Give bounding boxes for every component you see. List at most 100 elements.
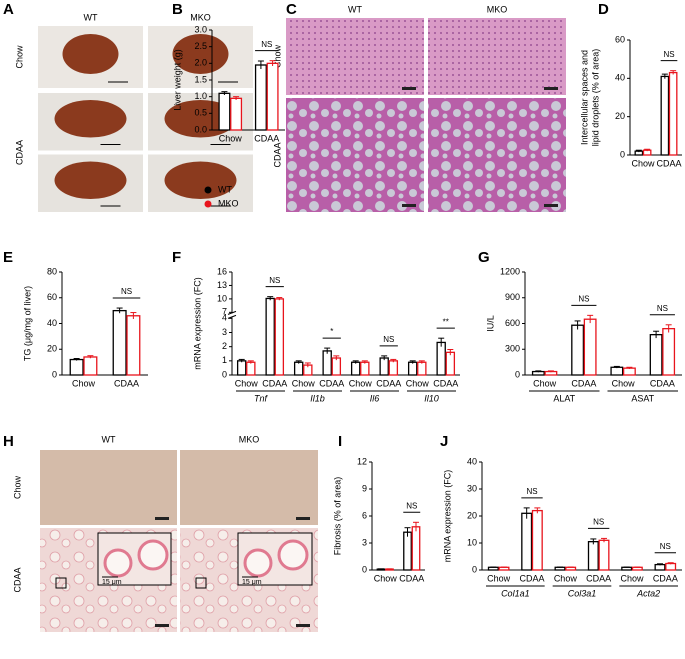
inset-droplet xyxy=(103,548,133,578)
panel-letter: J xyxy=(440,433,448,450)
y-tick-label: 600 xyxy=(505,318,520,328)
row-label: CDAA xyxy=(272,142,282,167)
x-tick-label: CDAA xyxy=(571,378,596,388)
bar xyxy=(69,358,84,376)
group-label: Acta2 xyxy=(636,588,660,598)
x-tick-label: Chow xyxy=(349,378,373,388)
x-tick-label: CDAA xyxy=(650,378,675,388)
significance-label: NS xyxy=(269,276,280,285)
y-tick-label: 80 xyxy=(47,266,57,276)
x-tick-label: Chow xyxy=(72,378,96,388)
bar xyxy=(668,71,678,156)
scale-bar xyxy=(296,517,310,520)
scale-bar xyxy=(296,624,310,627)
bar xyxy=(274,298,285,376)
significance-label: NS xyxy=(383,335,394,344)
y-tick-label: 20 xyxy=(467,510,477,520)
y-tick-label: 2.5 xyxy=(194,41,207,51)
y-axis-label: IU/L xyxy=(485,315,495,332)
x-tick-label: Chow xyxy=(292,378,316,388)
y-tick-label: 1.5 xyxy=(194,74,207,84)
significance-label: ** xyxy=(443,317,449,326)
liver xyxy=(172,34,229,74)
axis-break-mark xyxy=(227,314,237,319)
panel-letter: A xyxy=(3,1,14,18)
legend-marker xyxy=(204,200,212,208)
x-tick-label: Chow xyxy=(406,378,430,388)
column-label: WT xyxy=(102,434,116,444)
y-tick-label: 3.0 xyxy=(194,24,207,34)
y-tick-label: 10 xyxy=(217,293,227,303)
y-tick-label: 9 xyxy=(362,483,367,493)
group-label: Tnf xyxy=(254,393,269,403)
bar xyxy=(266,62,279,131)
y-tick-label: 40 xyxy=(467,456,477,466)
bar xyxy=(521,512,533,571)
y-axis-label: Intercellular spaces and xyxy=(579,50,589,145)
y-tick-label: 0.0 xyxy=(194,124,207,134)
y-tick-label: 0 xyxy=(620,149,625,159)
x-tick-label: Chow xyxy=(612,378,636,388)
column-label: MKO xyxy=(190,12,211,22)
y-axis-label: Liver weight (g) xyxy=(172,49,182,111)
bar xyxy=(583,318,597,376)
axis-break xyxy=(228,313,236,318)
scale-bar xyxy=(155,624,169,627)
significance-label: NS xyxy=(406,501,417,510)
inset-droplet xyxy=(137,539,169,571)
bar xyxy=(407,361,418,376)
significance-label: NS xyxy=(121,287,132,296)
scale-bar xyxy=(155,517,169,520)
x-tick-label: CDAA xyxy=(376,378,401,388)
bar xyxy=(350,361,361,376)
scale-bar xyxy=(402,87,416,90)
panel-letter: D xyxy=(598,1,609,18)
bar xyxy=(598,539,610,571)
y-tick-label: 2.0 xyxy=(194,58,207,68)
bar xyxy=(236,360,247,376)
group-label: Col1a1 xyxy=(501,588,530,598)
panel-letter: G xyxy=(478,249,490,266)
panel-letter: H xyxy=(3,433,14,450)
x-tick-label: CDAA xyxy=(254,133,279,143)
y-tick-label: 40 xyxy=(615,73,625,83)
column-label: WT xyxy=(84,12,98,22)
y-tick-label: 40 xyxy=(47,318,57,328)
group-label: Il6 xyxy=(370,393,380,403)
y-tick-label: 20 xyxy=(615,111,625,121)
panel-letter: C xyxy=(286,1,297,18)
panel-letter: B xyxy=(172,1,183,18)
y-tick-label: 1200 xyxy=(500,266,520,276)
y-tick-label: 7 xyxy=(222,307,227,317)
x-tick-label: Chow xyxy=(219,133,243,143)
legend-marker xyxy=(204,186,212,194)
group-label: Il1b xyxy=(310,393,325,403)
y-tick-label: 60 xyxy=(615,34,625,44)
group-label: ALAT xyxy=(553,393,575,403)
x-tick-label: CDAA xyxy=(653,573,678,583)
bar xyxy=(230,97,243,131)
bar xyxy=(388,360,399,376)
scale-bar xyxy=(544,204,558,207)
y-tick-label: 1.0 xyxy=(194,91,207,101)
panel-letter: E xyxy=(3,249,13,266)
y-axis-label: TG (μg/mg of liver) xyxy=(22,286,32,361)
row-label: Chow xyxy=(14,45,24,69)
bar xyxy=(531,509,543,571)
bar xyxy=(246,361,256,376)
y-tick-label: 0 xyxy=(222,369,227,379)
significance-label: NS xyxy=(526,487,537,496)
bar xyxy=(360,361,370,376)
y-tick-label: 30 xyxy=(467,483,477,493)
liver xyxy=(164,161,237,199)
y-tick-label: 20 xyxy=(47,344,57,354)
bar xyxy=(445,351,456,376)
x-tick-label: Chow xyxy=(374,573,398,583)
bar xyxy=(403,531,412,571)
bar xyxy=(565,566,577,571)
x-tick-label: CDAA xyxy=(114,378,139,388)
y-tick-label: 2 xyxy=(222,341,227,351)
x-tick-label: Chow xyxy=(554,573,578,583)
bar xyxy=(322,350,332,376)
inset-droplet xyxy=(243,548,273,578)
